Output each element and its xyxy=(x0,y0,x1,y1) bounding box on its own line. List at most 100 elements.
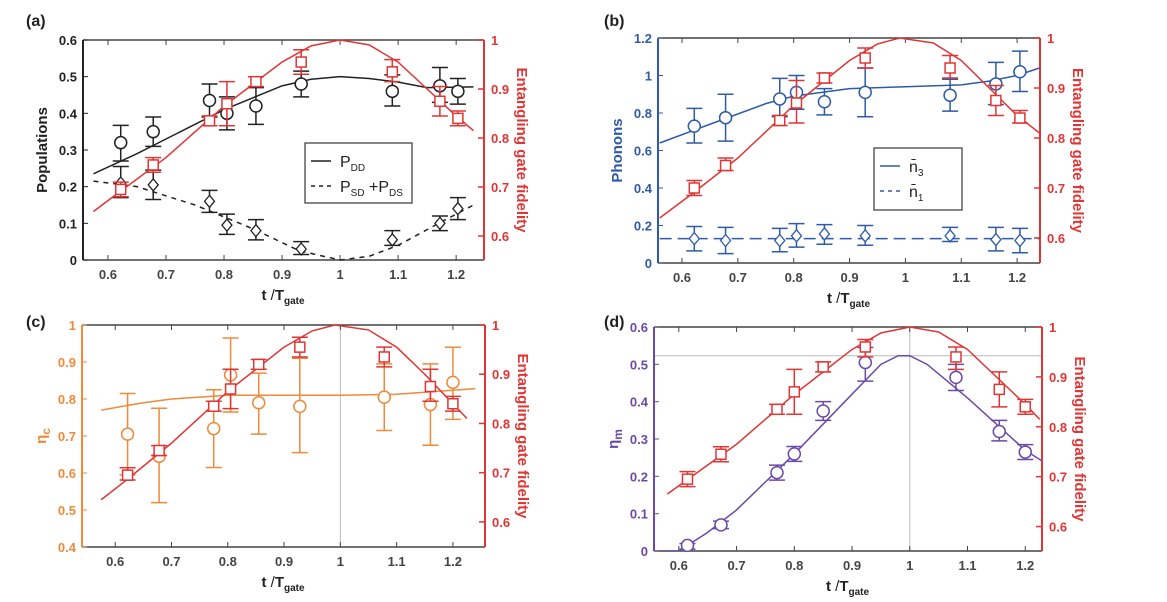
legend-box xyxy=(304,142,413,204)
panel-c: (c) 0.6 0.7 0.8 0.9 1 1.1 1.2 0.4 0.5 0.6 0.7 0.8 0.9… xyxy=(26,314,531,594)
data-point-square xyxy=(993,383,1006,396)
y2-tick-label: 0.6 xyxy=(491,229,509,244)
y2-axis-label: Entangling gate fidelity xyxy=(1069,68,1086,234)
fit-line xyxy=(101,387,476,411)
legend-label: PDD xyxy=(340,154,365,174)
data-point-diamond xyxy=(203,194,216,209)
data-point-square xyxy=(944,62,956,74)
data-point-circle xyxy=(293,399,307,414)
data-point-diamond xyxy=(818,226,831,241)
data-point-circle xyxy=(787,447,802,461)
data-point-square xyxy=(147,159,159,171)
data-point-circle xyxy=(687,119,702,133)
data-point-square xyxy=(250,75,262,88)
data-point-diamond xyxy=(688,231,701,246)
x-tick-label: 0.8 xyxy=(785,270,803,285)
data-point-square xyxy=(447,398,459,410)
data-point-square xyxy=(773,114,786,127)
series-fidelity xyxy=(92,39,475,213)
x-tick-label: 0.8 xyxy=(215,267,233,282)
data-point-circle xyxy=(146,124,160,139)
data-point-circle xyxy=(770,465,784,480)
x-tick-label: 0.9 xyxy=(841,270,859,285)
y2-tick-label: 0.7 xyxy=(491,180,509,195)
y-tick-label: 0.8 xyxy=(58,392,76,407)
y2-tick-label: 0.9 xyxy=(1049,370,1067,385)
series-fidelity xyxy=(659,37,1040,219)
x-tick-label: 1 xyxy=(906,558,913,573)
x-tick-label: 1.1 xyxy=(958,558,976,573)
data-point-square xyxy=(688,182,701,194)
data-point-square xyxy=(378,351,390,363)
y-tick-label: 0.4 xyxy=(59,106,78,121)
data-point-circle xyxy=(858,85,872,100)
data-point-square xyxy=(681,473,694,485)
y-tick-label: 0.7 xyxy=(58,429,76,444)
y2-tick-label: 0.6 xyxy=(492,515,510,530)
y2-tick-label: 0.9 xyxy=(491,82,509,97)
data-point-diamond xyxy=(1014,233,1026,248)
fit-line xyxy=(100,324,468,501)
y2-tick-label: 1 xyxy=(1049,320,1056,335)
fit-line xyxy=(92,39,475,213)
data-point-diamond xyxy=(790,228,803,243)
data-point-square xyxy=(424,380,437,393)
y-axis-label: Phonons xyxy=(609,118,626,182)
x-tick-label: 0.7 xyxy=(729,270,747,285)
x-axis-label: t /Tgate xyxy=(827,290,871,310)
y-axis-label: ηm xyxy=(605,429,625,449)
y-tick-label: 0.3 xyxy=(59,143,77,158)
y-tick-label: 1 xyxy=(645,69,652,84)
panel-label: (a) xyxy=(26,13,46,30)
x-tick-label: 1.1 xyxy=(388,554,406,569)
y-tick-label: 0.6 xyxy=(634,144,652,159)
legend-label: n̄3 xyxy=(909,159,924,179)
panel-label: (d) xyxy=(604,314,624,331)
data-point-square xyxy=(818,72,831,84)
data-point-circle xyxy=(206,421,221,436)
y2-tick-label: 0.9 xyxy=(1047,81,1065,96)
data-point-circle xyxy=(385,84,400,99)
fit-line xyxy=(659,37,1040,219)
data-point-square xyxy=(715,448,727,460)
data-point-square xyxy=(386,66,399,78)
y2-tick-label: 0.8 xyxy=(1049,420,1067,435)
y-tick-label: 0.5 xyxy=(630,357,648,372)
y2-axis-label: Entangling gate fidelity xyxy=(514,353,531,519)
y-tick-label: 0.5 xyxy=(58,503,76,518)
x-tick-label: 0.6 xyxy=(99,267,117,282)
data-point-diamond xyxy=(859,228,872,243)
y2-tick-label: 0.6 xyxy=(1049,520,1067,535)
y-tick-label: 0.6 xyxy=(58,466,76,481)
data-point-diamond xyxy=(719,233,732,248)
data-point-circle xyxy=(949,370,963,385)
fit-line xyxy=(667,354,1042,552)
x-tick-label: 1.1 xyxy=(952,270,970,285)
data-point-square xyxy=(859,52,871,64)
data-point-square xyxy=(1014,112,1026,124)
data-point-circle xyxy=(1018,445,1033,459)
data-point-circle xyxy=(816,404,830,418)
data-point-diamond xyxy=(147,177,160,192)
y-tick-label: 1.2 xyxy=(634,31,652,46)
data-point-square xyxy=(224,383,237,395)
series-fidelity xyxy=(666,326,1041,495)
x-tick-label: 0.9 xyxy=(273,267,291,282)
x-axis-label: t /Tgate xyxy=(826,578,870,598)
data-point-square xyxy=(790,97,803,109)
fit-line xyxy=(666,326,1041,495)
y-tick-label: 0.8 xyxy=(634,106,652,121)
y2-axis-label: Entangling gate fidelity xyxy=(513,67,530,233)
data-point-circle xyxy=(858,355,873,370)
series-eta-c xyxy=(101,337,476,504)
x-tick-label: 0.6 xyxy=(673,270,691,285)
series-fidelity xyxy=(100,324,468,501)
y2-tick-label: 0.7 xyxy=(1049,470,1067,485)
legend-label: n̄1 xyxy=(909,184,924,204)
x-tick-label: 0.6 xyxy=(106,554,124,569)
x-tick-label: 0.8 xyxy=(785,558,803,573)
data-point-circle xyxy=(446,375,460,390)
x-tick-label: 1 xyxy=(336,267,343,282)
x-tick-label: 0.7 xyxy=(728,558,746,573)
